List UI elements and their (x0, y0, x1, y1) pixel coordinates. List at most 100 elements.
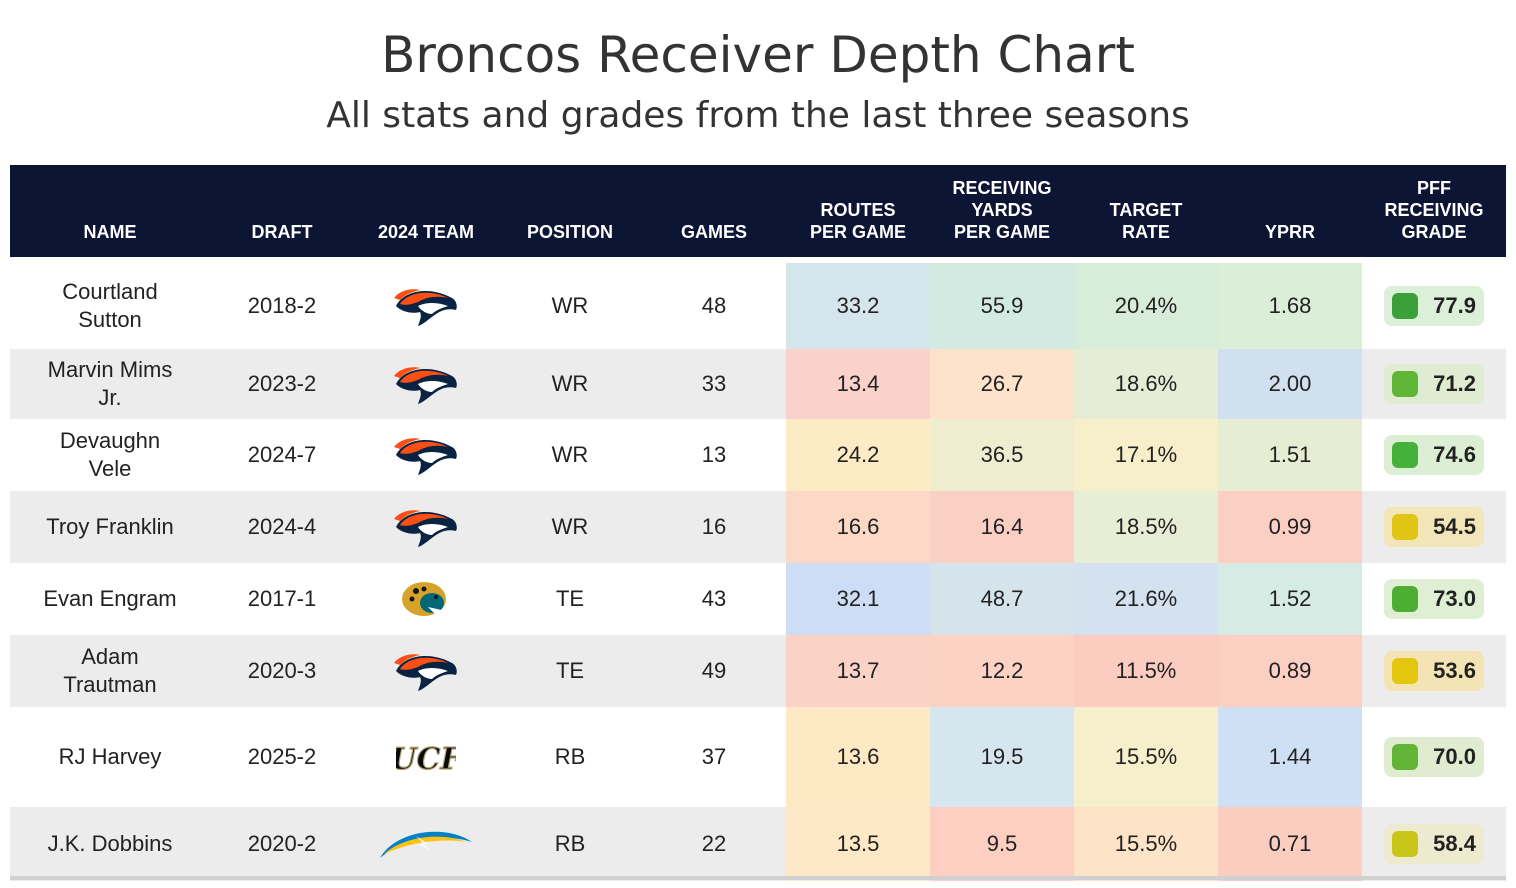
yprr-cell: 0.71 (1218, 807, 1362, 881)
header-yards: RECEIVING YARDS PER GAME (952, 178, 1052, 242)
ucf-logo-icon: UCF (354, 707, 498, 807)
grade-value: 73.0 (1433, 586, 1476, 611)
table-body: Courtland Sutton 2018-2 WR 48 33.2 55.9 20.4% 1… (10, 263, 1506, 881)
games-cell: 33 (701, 371, 727, 396)
header-grade: PFF RECEIVING GRADE (1384, 178, 1484, 242)
grade-cell: 58.4 (1362, 807, 1506, 881)
target-cell: 21.6% (1074, 563, 1218, 635)
player-name: Devaughn Vele (59, 428, 161, 481)
grade-badge: 71.2 (1384, 364, 1484, 404)
grade-badge: 58.4 (1384, 824, 1484, 864)
grade-badge: 74.6 (1384, 435, 1484, 475)
table-row: Evan Engram 2017-1 TE 43 32.1 48.7 21.6% 1.52 73… (10, 563, 1506, 635)
target-cell: 18.6% (1074, 349, 1218, 419)
grade-value: 70.0 (1433, 744, 1476, 769)
player-name: Troy Franklin (46, 514, 174, 539)
grade-cell: 77.9 (1362, 263, 1506, 349)
grade-badge: 54.5 (1384, 507, 1484, 547)
grade-swatch (1392, 371, 1418, 397)
yards-cell: 12.2 (930, 635, 1074, 707)
table-row: Troy Franklin 2024-4 WR 16 16.6 16.4 18.5% 0.99… (10, 491, 1506, 563)
yards-cell: 9.5 (930, 807, 1074, 881)
games-cell: 43 (701, 586, 727, 611)
target-cell: 15.5% (1074, 807, 1218, 881)
table-bottom-rule (10, 876, 1506, 880)
grade-swatch (1392, 658, 1418, 684)
target-cell: 11.5% (1074, 635, 1218, 707)
grade-value: 53.6 (1433, 658, 1476, 683)
draft-cell: 2024-4 (247, 514, 317, 539)
yards-cell: 48.7 (930, 563, 1074, 635)
jaguars-logo-icon (354, 563, 498, 635)
grade-swatch (1392, 831, 1418, 857)
routes-cell: 32.1 (786, 563, 930, 635)
grade-value: 71.2 (1433, 371, 1476, 396)
draft-cell: 2020-3 (247, 658, 317, 683)
table-row: Marvin Mims Jr. 2023-2 WR 33 13.4 26.7 18.6% 2.… (10, 349, 1506, 419)
broncos-logo-icon (354, 419, 498, 491)
player-name: Evan Engram (43, 586, 177, 611)
grade-value: 58.4 (1433, 831, 1476, 856)
yprr-cell: 1.68 (1218, 263, 1362, 349)
svg-text:UCF: UCF (396, 742, 456, 777)
draft-cell: 2024-7 (247, 442, 317, 467)
position-cell: RB (554, 744, 586, 769)
grade-badge: 53.6 (1384, 651, 1484, 691)
position-cell: TE (555, 658, 585, 683)
depth-chart-table: NAME DRAFT 2024 TEAM POSITION GAMES ROUT… (10, 165, 1506, 881)
draft-cell: 2017-1 (247, 586, 317, 611)
grade-value: 77.9 (1433, 293, 1476, 318)
player-name: Courtland Sutton (62, 279, 158, 332)
position-cell: TE (555, 586, 585, 611)
yprr-cell: 1.52 (1218, 563, 1362, 635)
position-cell: RB (554, 831, 586, 856)
grade-swatch (1392, 744, 1418, 770)
grade-cell: 74.6 (1362, 419, 1506, 491)
grade-swatch (1392, 442, 1418, 468)
yards-cell: 19.5 (930, 707, 1074, 807)
grade-cell: 70.0 (1362, 707, 1506, 807)
header-games: GAMES (680, 222, 747, 242)
yprr-cell: 1.44 (1218, 707, 1362, 807)
broncos-logo-icon (354, 263, 498, 349)
games-cell: 37 (701, 744, 727, 769)
grade-cell: 53.6 (1362, 635, 1506, 707)
grade-value: 74.6 (1433, 442, 1476, 467)
player-name: Adam Trautman (63, 644, 157, 697)
yards-cell: 36.5 (930, 419, 1074, 491)
grade-badge: 70.0 (1384, 737, 1484, 777)
routes-cell: 13.6 (786, 707, 930, 807)
header-target-rate: TARGET RATE (1109, 200, 1183, 242)
table-row: RJ Harvey 2025-2 UCF RB 37 13.619.515.5%1.44 7… (10, 707, 1506, 807)
player-name: Marvin Mims Jr. (47, 357, 173, 410)
header-draft: DRAFT (251, 222, 313, 242)
yprr-cell: 0.89 (1218, 635, 1362, 707)
games-cell: 16 (701, 514, 727, 539)
table-row: Courtland Sutton 2018-2 WR 48 33.2 55.9 20.4% 1… (10, 263, 1506, 349)
table-row: Devaughn Vele 2024-7 WR 13 24.2 36.5 17.1% 1.51… (10, 419, 1506, 491)
yprr-cell: 1.51 (1218, 419, 1362, 491)
routes-cell: 13.7 (786, 635, 930, 707)
yprr-cell: 2.00 (1218, 349, 1362, 419)
target-cell: 20.4% (1074, 263, 1218, 349)
chart-title: Broncos Receiver Depth Chart (381, 26, 1135, 84)
yards-cell: 55.9 (930, 263, 1074, 349)
chargers-logo-icon (354, 807, 498, 881)
table-row: Adam Trautman 2020-3 TE 49 13.7 12.2 11.5% 0.89… (10, 635, 1506, 707)
header-routes: ROUTES PER GAME (809, 200, 906, 242)
position-cell: WR (551, 442, 589, 467)
yprr-cell: 0.99 (1218, 491, 1362, 563)
target-cell: 15.5% (1074, 707, 1218, 807)
grade-badge: 73.0 (1384, 579, 1484, 619)
games-cell: 48 (701, 293, 727, 318)
draft-cell: 2018-2 (247, 293, 317, 318)
position-cell: WR (551, 293, 589, 318)
header-team: 2024 TEAM (377, 222, 475, 242)
target-cell: 17.1% (1074, 419, 1218, 491)
grade-cell: 71.2 (1362, 349, 1506, 419)
player-name: J.K. Dobbins (47, 831, 173, 856)
broncos-logo-icon (354, 491, 498, 563)
table-row: J.K. Dobbins 2020-2 RB 22 13.5 9.5 15.5% 0.71 58… (10, 807, 1506, 881)
games-cell: 13 (701, 442, 727, 467)
draft-cell: 2020-2 (247, 831, 317, 856)
